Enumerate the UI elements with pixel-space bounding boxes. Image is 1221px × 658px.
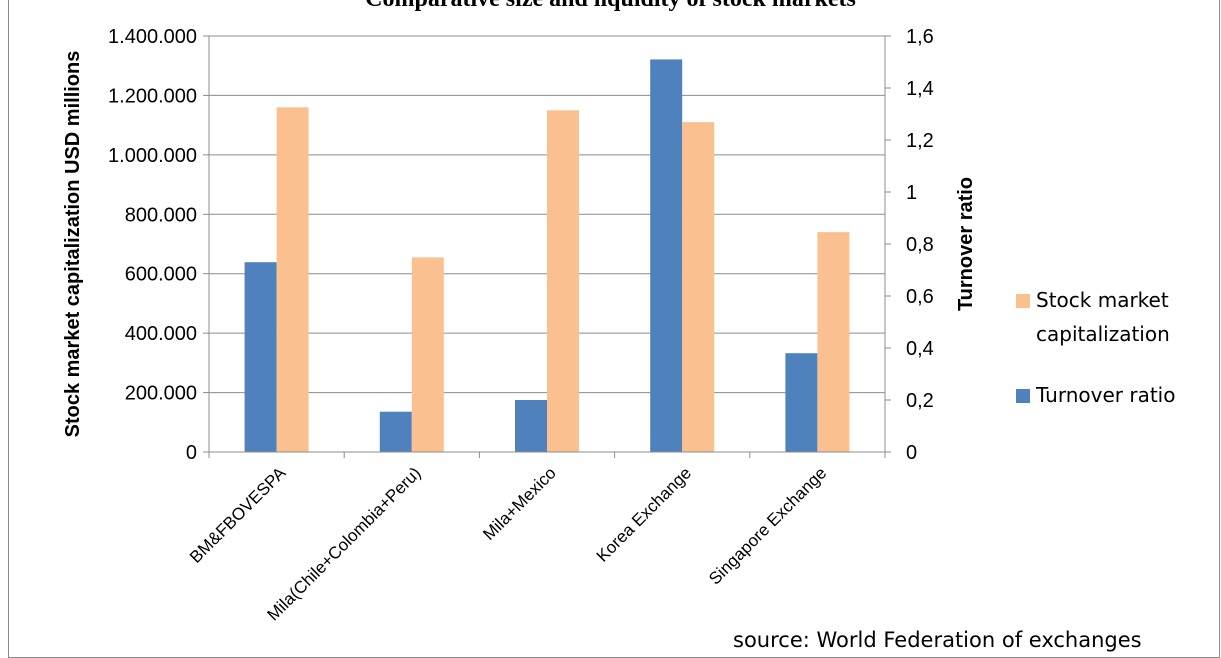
bar-turnover-ratio [515,400,547,452]
bar-turnover-ratio [379,411,412,452]
right-tick-label: 0,4 [906,338,934,360]
right-axis-ticks: 0 0,2 0,4 0,6 0,8 1 1,2 1,4 1,6 [885,26,934,464]
bar-stock-market-capitalization [682,122,715,453]
legend-label-capitalization-line2: capitalization [1036,322,1170,346]
right-tick-label: 1 [906,182,917,204]
category-label: Mila(Chile+Colombia+Peru) [264,463,425,624]
legend-swatch-capitalization [1016,294,1030,308]
left-axis-title: Stock market capitalization USD millions [62,51,84,438]
source-note: source: World Federation of exchanges [733,628,1142,652]
right-tick-label: 1,2 [906,130,934,152]
left-tick-label: 1.400.000 [108,26,197,48]
legend-swatch-turnover [1016,389,1030,403]
bar-turnover-ratio [244,262,277,452]
bar-stock-market-capitalization [276,107,309,453]
left-tick-label: 1.200.000 [108,85,197,107]
right-tick-label: 0,2 [906,390,934,412]
legend-label-turnover: Turnover ratio [1036,383,1176,407]
category-label: Korea Exchange [593,463,695,565]
category-label: Singapore Exchange [705,463,830,588]
category-label: Mila+Mexico [479,463,560,544]
chart-frame [8,0,1220,658]
left-tick-label: 0 [186,442,197,464]
right-tick-label: 0 [906,442,917,464]
right-tick-label: 1,4 [906,78,934,100]
left-axis-ticks: 0 200.000 400.000 600.000 800.000 1.000.000 1.… [108,26,209,464]
bar-stock-market-capitalization [547,110,579,453]
bar-turnover-ratio [650,59,683,453]
left-tick-label: 800.000 [125,204,197,226]
bar-turnover-ratio [785,353,818,452]
left-tick-label: 600.000 [125,264,197,286]
right-axis-title: Turnover ratio [955,177,977,311]
left-tick-label: 400.000 [125,323,197,345]
right-tick-label: 1,6 [906,26,934,48]
left-tick-label: 200.000 [125,383,197,405]
bar-stock-market-capitalization [817,232,850,452]
axes [208,36,886,458]
bars [244,59,850,453]
chart-title: Comparative size and liquidity of stock … [0,0,1221,13]
left-tick-label: 1.000.000 [108,145,197,167]
bar-stock-market-capitalization [411,257,444,452]
category-label: BM&FBOVESPA [186,463,290,567]
legend-label-capitalization-line1: Stock market [1036,288,1169,312]
right-tick-label: 0,6 [906,286,934,308]
right-tick-label: 0,8 [906,234,934,256]
